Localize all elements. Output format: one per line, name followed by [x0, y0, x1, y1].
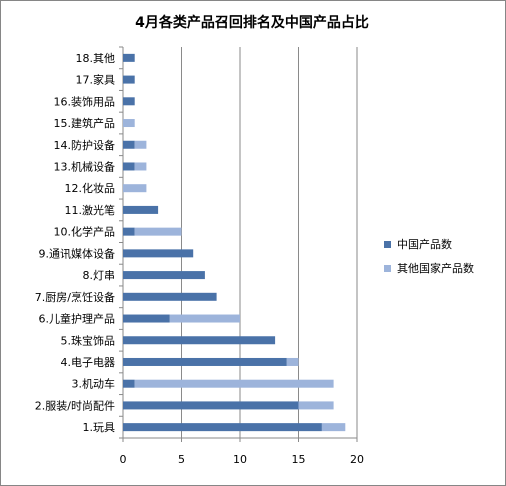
- bar-china-10: [123, 227, 135, 236]
- bar-china-3: [123, 379, 135, 388]
- x-tick-label: 5: [178, 453, 185, 466]
- legend-swatch-other: [384, 265, 391, 272]
- y-tick-label: 18.其他: [76, 52, 116, 65]
- y-tick-label: 6.儿童护理产品: [39, 312, 116, 326]
- y-tick-label: 14.防护设备: [54, 138, 116, 152]
- bar-china-13: [123, 162, 135, 171]
- y-tick-label: 12.化妆品: [65, 181, 116, 195]
- y-tick-label: 7.厨房/烹饪设备: [35, 290, 115, 304]
- bar-china-18: [123, 53, 135, 62]
- y-tick-label: 10.化学产品: [54, 225, 116, 239]
- y-tick-label: 13.机械设备: [54, 159, 116, 173]
- bar-china-6: [123, 314, 170, 323]
- bar-other-10: [134, 227, 182, 236]
- y-tick-label: 2.服装/时尚配件: [35, 398, 115, 412]
- bar-other-1: [321, 423, 346, 432]
- y-tick-label: 5.珠宝饰品: [61, 333, 116, 347]
- bar-china-17: [123, 75, 135, 84]
- bar-other-4: [286, 357, 299, 366]
- bar-other-15: [123, 119, 135, 128]
- y-tick-label: 9.通讯媒体设备: [39, 246, 116, 260]
- y-tick-label: 16.装饰用品: [54, 94, 116, 108]
- bar-china-16: [123, 97, 135, 106]
- bar-china-14: [123, 140, 135, 149]
- bar-china-4: [123, 357, 287, 366]
- bar-china-8: [123, 271, 205, 280]
- bar-other-13: [134, 162, 147, 171]
- x-tick-label: 0: [120, 453, 127, 466]
- bar-other-14: [134, 140, 147, 149]
- bar-other-6: [169, 314, 240, 323]
- bar-other-3: [134, 379, 334, 388]
- bar-china-7: [123, 292, 217, 301]
- x-tick-label: 20: [350, 453, 364, 466]
- bar-china-5: [123, 336, 276, 345]
- bar-china-9: [123, 249, 194, 258]
- y-tick-label: 11.激光笔: [65, 203, 116, 217]
- y-tick-label: 17.家具: [76, 73, 116, 87]
- bar-other-2: [298, 401, 334, 410]
- y-tick-label: 1.玩具: [83, 421, 116, 434]
- bar-other-12: [123, 184, 147, 193]
- bar-china-2: [123, 401, 299, 410]
- y-tick-label: 8.灯串: [83, 269, 116, 282]
- bar-china-11: [123, 205, 159, 214]
- y-tick-label: 15.建筑产品: [54, 116, 116, 130]
- legend-swatch-china: [384, 241, 391, 248]
- legend-label-china: 中国产品数: [397, 237, 452, 251]
- bar-china-1: [123, 423, 322, 432]
- x-tick-label: 10: [233, 453, 247, 466]
- y-tick-label: 3.机动车: [72, 377, 116, 391]
- legend-label-other: 其他国家产品数: [397, 261, 474, 275]
- x-tick-label: 15: [292, 453, 306, 466]
- chart-title: 4月各类产品召回排名及中国产品占比: [135, 15, 369, 31]
- y-tick-label: 4.电子电器: [61, 356, 116, 369]
